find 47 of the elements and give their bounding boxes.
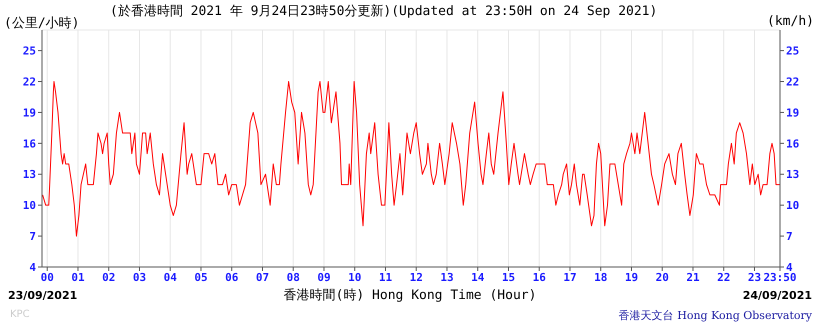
y-axis-title: (公里/小時)	[4, 16, 80, 31]
x-tick-label: 03	[132, 270, 146, 284]
y-tick-label: 22	[22, 75, 36, 88]
x-tick-label: 05	[194, 270, 208, 284]
x-tick-label: 18	[594, 270, 608, 284]
x-tick-label: 20	[656, 270, 669, 284]
y2-tick-label: 19	[786, 106, 800, 120]
text: 香港天文台 Hong Kong Observatory	[618, 309, 812, 322]
x-tick-label: 10	[348, 270, 362, 284]
y2-tick-label: 10	[786, 199, 800, 212]
x-tick-label: 19	[624, 270, 638, 284]
x-tick-label: 00	[40, 270, 54, 284]
x-tick-label: 21	[686, 270, 700, 284]
y2-tick-label: 22	[786, 75, 800, 88]
x-tick-label: 12	[410, 270, 423, 284]
y-tick-label: 19	[22, 106, 36, 120]
y2-tick-label: 7	[786, 230, 793, 243]
y2-tick-label: 13	[786, 168, 800, 182]
x-tick-label: 08	[286, 270, 300, 284]
x-tick-label: 14	[471, 270, 485, 284]
line-series	[42, 81, 780, 237]
y-tick-label: 7	[29, 230, 36, 243]
x-tick-label: 15	[502, 270, 516, 284]
text: 23/09/2021	[8, 289, 78, 302]
x-tick-label: 04	[164, 270, 178, 284]
x-axis-title: 香港時間(時) Hong Kong Time (Hour)	[284, 288, 536, 303]
text: 24/09/2021	[742, 289, 812, 302]
x-tick-label: 06	[225, 270, 239, 284]
x-tick-label: 17	[563, 270, 577, 284]
x-tick-label: 07	[256, 270, 270, 284]
x-tick-label: 23	[748, 270, 762, 284]
x-tick-label: 16	[532, 270, 546, 284]
y2-axis-title: (km/h)	[767, 14, 814, 29]
y2-tick-label: 16	[786, 137, 800, 150]
y-tick-label: 16	[22, 137, 36, 150]
y-tick-label: 13	[22, 168, 36, 182]
x-tick-label: 01	[71, 270, 85, 284]
y-tick-label: 10	[22, 199, 36, 212]
y-tick-label: 25	[22, 44, 36, 58]
y-tick-label: 4	[29, 260, 36, 274]
x-tick-label: 09	[317, 270, 331, 284]
y2-tick-label: 25	[786, 44, 800, 58]
x-tick-label: 02	[102, 270, 116, 284]
x-tick-label: 22	[717, 270, 730, 284]
chart-title: (於香港時間 2021 年 9月24日23時50分更新)(Updated at 23:50H on 24 Sep 2021)	[110, 4, 658, 19]
x-tick-label: 13	[440, 270, 454, 284]
x-tick-label: 11	[378, 270, 392, 284]
